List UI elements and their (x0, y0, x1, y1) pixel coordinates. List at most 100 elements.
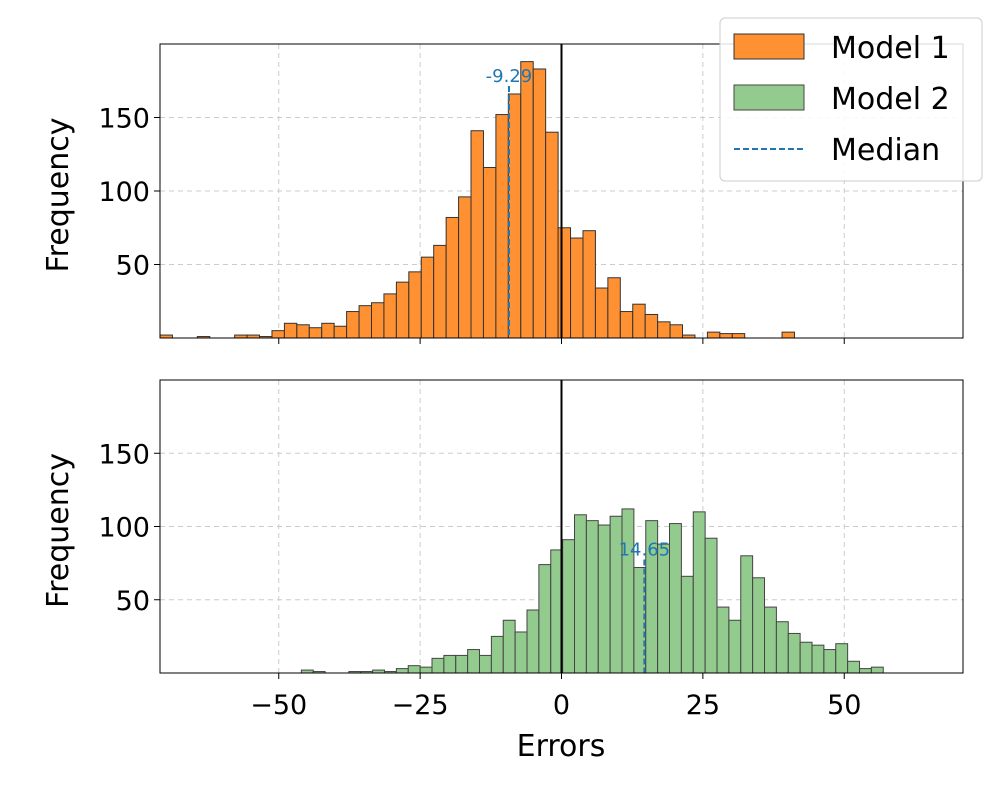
x-tick-label: −50 (250, 690, 307, 721)
histogram-bar (870, 666, 884, 674)
histogram-bar (621, 508, 635, 674)
histogram-bar (632, 303, 646, 339)
histogram-bars-model-1 (159, 61, 795, 339)
y-tick-label: 100 (98, 177, 150, 208)
histogram-bar (859, 668, 872, 674)
histogram-bar (507, 93, 522, 339)
histogram-bar (526, 609, 540, 674)
y-tick-label: 100 (98, 513, 150, 544)
histogram-bar (731, 333, 746, 339)
histogram-bar (582, 230, 596, 339)
histogram-bar (597, 524, 611, 674)
histogram-bar (408, 271, 422, 339)
histogram-bar (799, 641, 813, 674)
histogram-bar (358, 305, 372, 339)
median-label: 14.65 (619, 540, 671, 561)
histogram-bar (458, 196, 472, 339)
x-tick-label: 50 (827, 690, 861, 721)
histogram-bar (787, 632, 801, 674)
panel-model-2: 14.65 50 100 150 −50 −25 0 25 50 Frequency (41, 379, 964, 721)
histogram-bar (455, 654, 469, 674)
histogram-bar (514, 631, 528, 674)
legend[interactable]: Model 1 Model 2 Median (719, 17, 983, 182)
histogram-bar (811, 644, 825, 674)
histogram-bar (445, 216, 460, 339)
histogram-bar (321, 322, 335, 339)
x-tick-label: 0 (553, 690, 570, 721)
legend-label-model-2: Model 2 (831, 82, 950, 117)
y-tick-label: 150 (98, 104, 150, 135)
histogram-bar (764, 606, 777, 674)
y-ticks: 50 100 150 (98, 439, 160, 617)
histogram-bar (704, 537, 718, 674)
x-ticks (278, 338, 845, 344)
histogram-bar (775, 621, 789, 674)
histogram-bar (669, 523, 682, 674)
y-tick-label: 50 (116, 251, 150, 282)
x-tick-label: 25 (686, 690, 720, 721)
y-tick-label: 50 (116, 586, 150, 617)
histogram-bar (395, 668, 409, 674)
histogram-bar (657, 543, 671, 674)
histogram-bar (395, 281, 410, 339)
histogram-bar (532, 68, 547, 339)
histogram-bar (716, 606, 730, 674)
histogram-bar (823, 649, 837, 674)
histogram-bar (370, 302, 385, 339)
histogram-bar (479, 654, 492, 674)
histogram-bar (562, 539, 576, 674)
histogram-bar (443, 654, 457, 674)
histogram-bar (346, 311, 360, 339)
histogram-bar (669, 324, 684, 339)
histogram-bars-model-2 (300, 508, 884, 674)
legend-label-median: Median (831, 133, 940, 168)
legend-swatch-model-1 (733, 33, 805, 60)
histogram-bar (740, 555, 754, 674)
histogram-bar (407, 665, 421, 674)
histogram-bar (490, 635, 504, 674)
histogram-bar (585, 520, 599, 674)
histogram-bar (420, 256, 435, 339)
histogram-bar (847, 660, 861, 674)
histogram-bar (470, 130, 484, 339)
y-axis-label: Frequency (41, 453, 76, 608)
histogram-bar (433, 244, 447, 339)
histogram-bar (680, 575, 694, 674)
histogram-bar (570, 237, 584, 339)
x-tick-label: −25 (392, 690, 449, 721)
x-ticks: −50 −25 0 25 50 (250, 673, 861, 721)
y-ticks: 50 100 150 (98, 104, 160, 282)
histogram-bar (271, 330, 285, 339)
histogram-bar (495, 114, 509, 339)
histogram-bar (333, 325, 348, 339)
histogram-bar (594, 287, 609, 339)
histogram-bar (520, 61, 534, 339)
histogram-bar (557, 227, 572, 339)
histogram-bar (482, 166, 497, 339)
histogram-bar (835, 643, 849, 674)
legend-label-model-1: Model 1 (831, 31, 950, 66)
histogram-bar (752, 577, 766, 674)
histogram-bar (419, 666, 433, 674)
histogram-bar (728, 619, 742, 674)
panel-model-1: -9.29 50 100 150 Frequency (41, 43, 964, 344)
y-tick-label: 150 (98, 439, 150, 470)
histogram-bar (383, 293, 397, 339)
histogram-bar (706, 331, 721, 339)
histogram-bar (545, 131, 559, 339)
median-label: -9.29 (486, 66, 533, 87)
histogram-bar (538, 564, 552, 674)
histogram-bar (283, 322, 298, 339)
histogram-bar (619, 311, 634, 339)
histogram-bar (607, 277, 621, 339)
histogram-bar (308, 327, 323, 339)
histogram-bar (781, 331, 795, 339)
histogram-bar (719, 333, 733, 339)
y-axis-label: Frequency (41, 118, 76, 273)
histogram-bar (644, 313, 659, 339)
histogram-bar (692, 511, 706, 674)
histogram-bar (502, 619, 516, 674)
histogram-bar (467, 649, 481, 674)
legend-swatch-model-2 (733, 84, 805, 111)
